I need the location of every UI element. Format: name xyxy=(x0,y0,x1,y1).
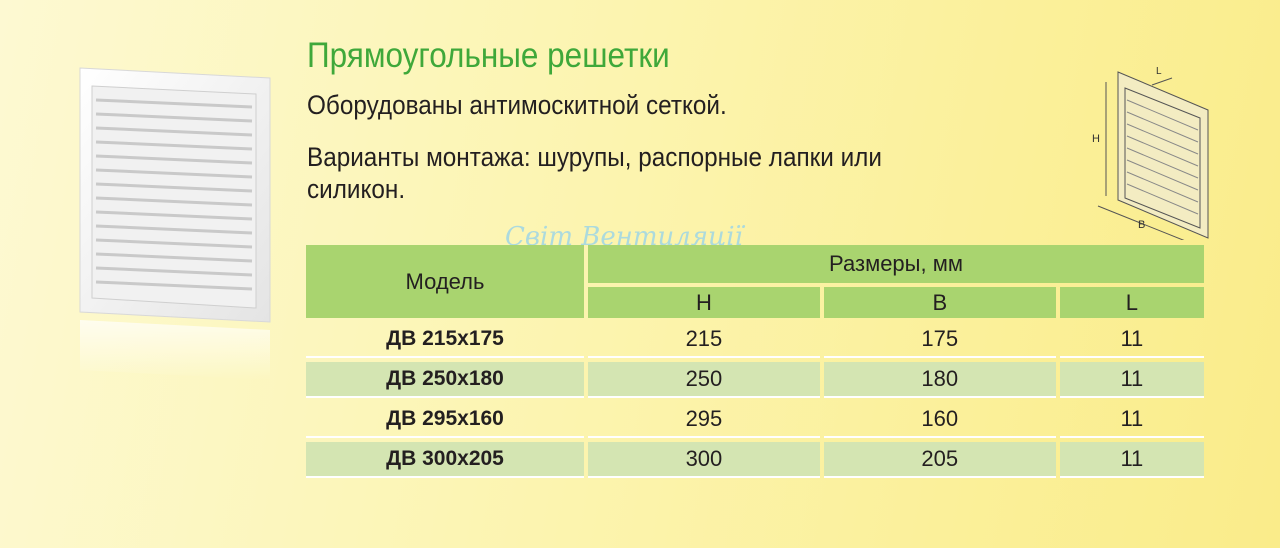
b-cell: 180 xyxy=(823,362,1056,398)
table-row: ДВ 215x175 215 175 11 xyxy=(306,322,1204,358)
page-title: Прямоугольные решетки xyxy=(307,36,670,75)
table-row: ДВ 295x160 295 160 11 xyxy=(306,402,1204,438)
l-cell: 11 xyxy=(1059,322,1204,358)
col-h-header: H xyxy=(588,287,820,318)
table-row: ДВ 300x205 300 205 11 xyxy=(306,442,1204,478)
product-grille-image xyxy=(79,67,271,380)
h-cell: 250 xyxy=(588,362,820,398)
col-b-header: B xyxy=(823,287,1056,318)
mounting-text: Варианты монтажа: шурупы, распорные лапк… xyxy=(307,142,882,172)
dimensions-header: Размеры, мм xyxy=(588,245,1204,283)
b-cell: 205 xyxy=(823,442,1056,478)
mounting-text-cont: силикон. xyxy=(307,174,406,204)
sizes-table: Модель Размеры, мм H B L ДВ 215x175 215 … xyxy=(302,241,1208,482)
col-l-header: L xyxy=(1059,287,1204,318)
h-cell: 295 xyxy=(588,402,820,438)
model-header: Модель xyxy=(306,245,584,318)
feature-text: Оборудованы антимоскитной сеткой. xyxy=(307,90,727,120)
dim-l-label: L xyxy=(1156,66,1162,77)
dim-b-label: B xyxy=(1138,219,1145,231)
table-row: ДВ 250x180 250 180 11 xyxy=(306,362,1204,398)
model-cell: ДВ 250x180 xyxy=(306,362,584,398)
l-cell: 11 xyxy=(1059,442,1204,478)
dim-h-label: H xyxy=(1092,133,1100,145)
dimension-diagram: H B L xyxy=(1092,66,1209,240)
model-cell: ДВ 295x160 xyxy=(306,402,584,438)
h-cell: 215 xyxy=(588,322,820,358)
l-cell: 11 xyxy=(1059,362,1204,398)
model-cell: ДВ 300x205 xyxy=(306,442,584,478)
l-cell: 11 xyxy=(1059,402,1204,438)
b-cell: 160 xyxy=(823,402,1056,438)
model-cell: ДВ 215x175 xyxy=(306,322,584,358)
b-cell: 175 xyxy=(823,322,1056,358)
h-cell: 300 xyxy=(588,442,820,478)
